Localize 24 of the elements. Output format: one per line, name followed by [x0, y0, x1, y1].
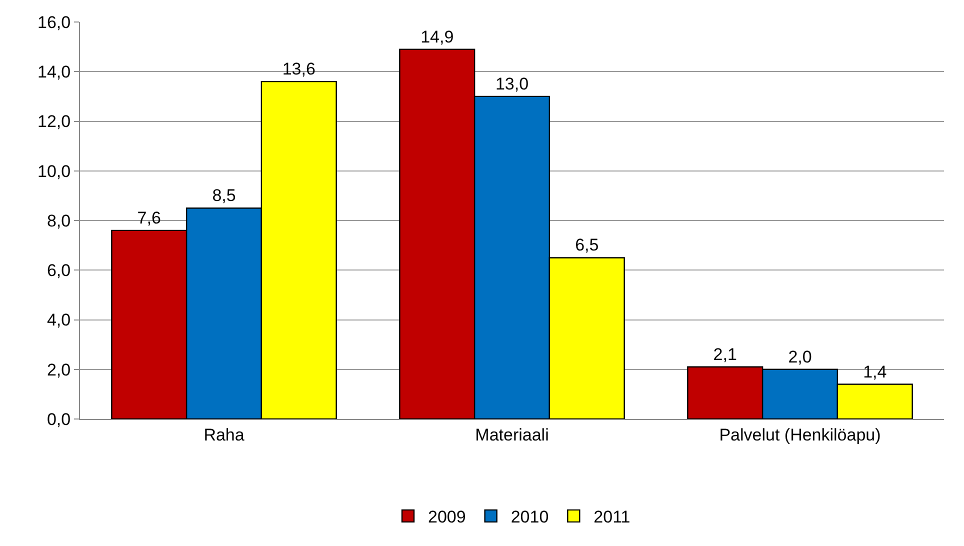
text: 2,1 — [713, 344, 737, 364]
text: 6,5 — [575, 236, 599, 255]
text: 13,6 — [282, 60, 316, 79]
legend-label: 2009 — [428, 508, 466, 527]
y-tick-label: 2,0 — [46, 360, 71, 380]
y-tick-label: 10,0 — [38, 162, 71, 181]
text: 13,0 — [495, 74, 529, 94]
y-tick-label: 4,0 — [46, 310, 71, 330]
y-tick-label: 0,0 — [46, 410, 71, 429]
text: 7,6 — [137, 208, 161, 228]
y-tick-label: 16,0 — [38, 12, 71, 32]
text: 2,0 — [788, 347, 812, 366]
legend-label: 2011 — [594, 508, 630, 527]
y-tick-label: 8,0 — [46, 211, 71, 230]
x-tick-label: Materiaali — [475, 425, 549, 444]
x-tick-label: Raha — [204, 425, 245, 444]
x-tick-label: Palvelut (Henkilöapu) — [719, 425, 881, 444]
legend-label: 2010 — [510, 508, 549, 527]
y-tick-label: 12,0 — [38, 112, 71, 132]
y-tick-label: 6,0 — [46, 261, 71, 280]
y-tick-label: 14,0 — [38, 62, 71, 82]
text: 14,9 — [420, 27, 454, 46]
text: 1,4 — [863, 362, 887, 382]
text: 8,5 — [212, 186, 236, 206]
